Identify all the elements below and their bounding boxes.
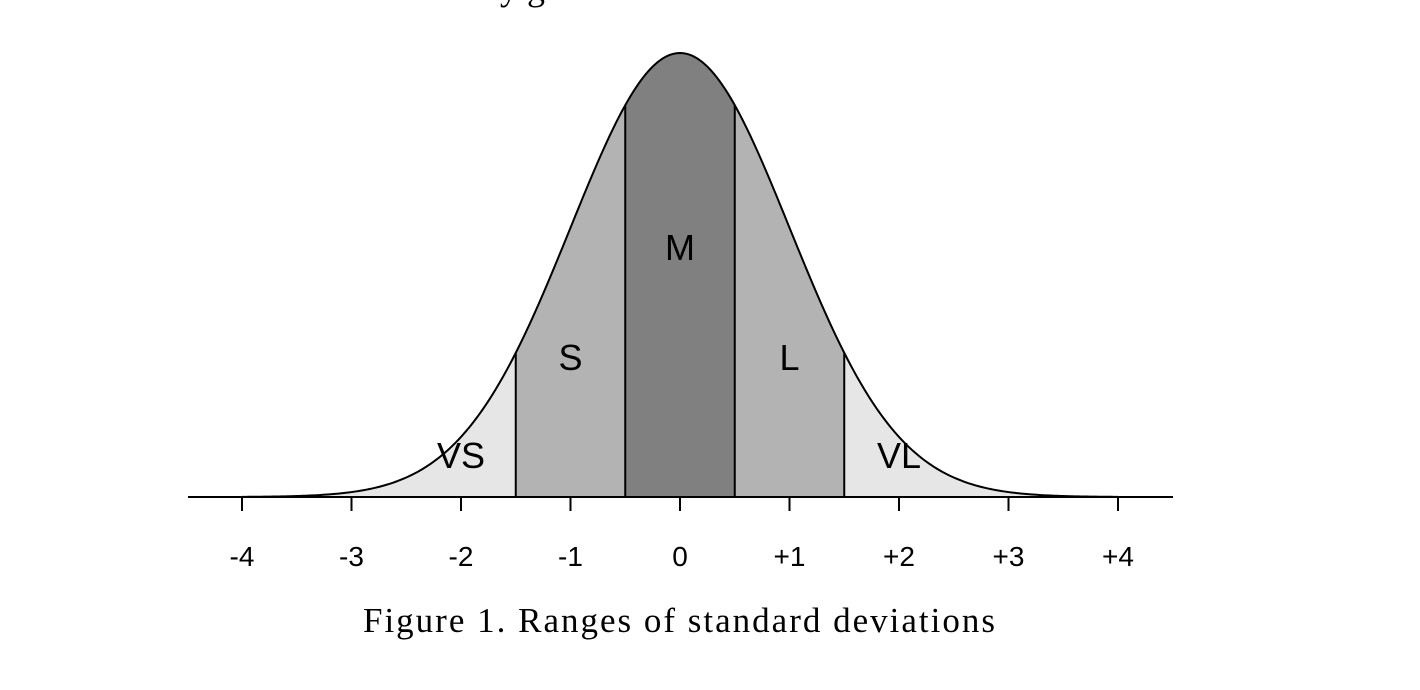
region-fill-m	[625, 53, 735, 497]
region-fill-l	[734, 105, 845, 498]
x-tick-label-2: -2	[449, 541, 474, 572]
boundary-lines	[514, 105, 846, 497]
x-tick-label-1: -3	[339, 541, 364, 572]
region-fill-s	[515, 105, 626, 498]
x-tick-label-3: -1	[558, 541, 583, 572]
region-label-s: S	[558, 337, 582, 378]
x-tick-label-5: +1	[774, 541, 806, 572]
region-labels: VS S M L VL	[437, 227, 921, 476]
x-tick-label-7: +3	[993, 541, 1025, 572]
region-fill-vs	[242, 352, 516, 497]
region-fills	[242, 53, 1118, 498]
region-label-vs: VS	[437, 435, 485, 476]
region-label-l: L	[779, 337, 799, 378]
x-tick-label-0: -4	[230, 541, 255, 572]
region-label-m: M	[665, 227, 695, 268]
x-tick-label-4: 0	[672, 541, 688, 572]
region-fill-vl	[844, 352, 1118, 497]
x-axis-ticks: -4 -3 -2 -1 0 +1 +2 +3 +4	[230, 497, 1134, 572]
x-tick-label-6: +2	[883, 541, 915, 572]
bell-curve	[241, 51, 1119, 498]
region-label-vl: VL	[877, 435, 921, 476]
cropped-top-text: y g	[500, 0, 545, 8]
figure-caption: Figure 1. Ranges of standard deviations	[363, 601, 997, 640]
x-tick-label-8: +4	[1102, 541, 1134, 572]
